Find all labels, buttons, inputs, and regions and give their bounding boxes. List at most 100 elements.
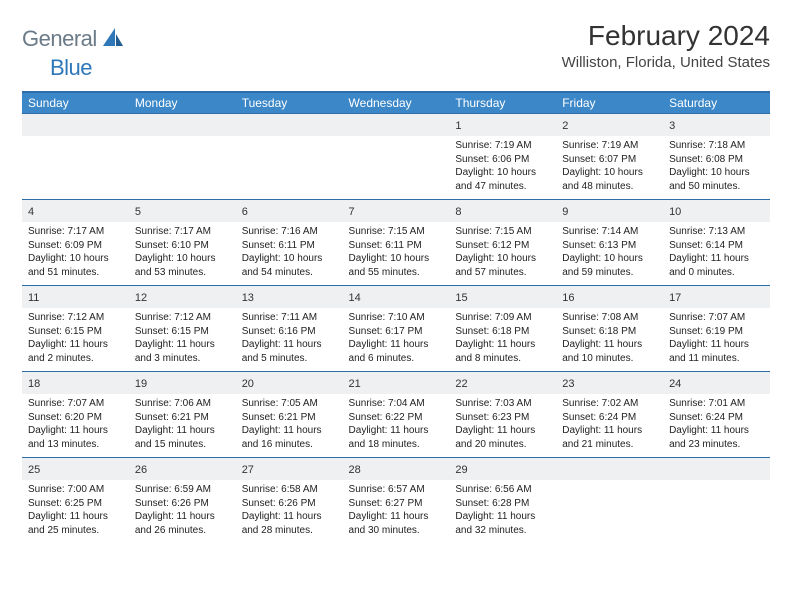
sunset-text: Sunset: 6:10 PM <box>135 239 230 253</box>
daylight-text: Daylight: 11 hours and 15 minutes. <box>135 424 230 451</box>
sunset-text: Sunset: 6:20 PM <box>28 411 123 425</box>
day-cell-content: Sunrise: 7:15 AMSunset: 6:12 PMDaylight:… <box>449 222 556 286</box>
daylight-text: Daylight: 11 hours and 23 minutes. <box>669 424 764 451</box>
sunrise-text: Sunrise: 7:13 AM <box>669 225 764 239</box>
day-cell-number: 10 <box>663 200 770 223</box>
day-cell-content: Sunrise: 7:19 AMSunset: 6:06 PMDaylight:… <box>449 136 556 200</box>
sunrise-text: Sunrise: 6:58 AM <box>242 483 337 497</box>
day-cell-number: 20 <box>236 372 343 395</box>
day-cell-number: 26 <box>129 458 236 481</box>
day-cell-number: 28 <box>343 458 450 481</box>
sunset-text: Sunset: 6:22 PM <box>349 411 444 425</box>
day-cell-content: Sunrise: 7:02 AMSunset: 6:24 PMDaylight:… <box>556 394 663 458</box>
brand-logo: General <box>22 26 125 52</box>
day-number: 8 <box>455 206 461 218</box>
title-block: February 2024 Williston, Florida, United… <box>562 20 770 71</box>
day-number: 24 <box>669 378 681 390</box>
daynum-row: 1 2 3 <box>22 114 770 137</box>
day-number: 25 <box>28 464 40 476</box>
sunset-text: Sunset: 6:24 PM <box>669 411 764 425</box>
daylight-text: Daylight: 11 hours and 6 minutes. <box>349 338 444 365</box>
daylight-text: Daylight: 11 hours and 25 minutes. <box>28 510 123 537</box>
daynum-row: 11121314151617 <box>22 286 770 309</box>
day-number: 7 <box>349 206 355 218</box>
sunset-text: Sunset: 6:14 PM <box>669 239 764 253</box>
calendar-page: General February 2024 Williston, Florida… <box>0 0 792 563</box>
daylight-text: Daylight: 11 hours and 3 minutes. <box>135 338 230 365</box>
daylight-text: Daylight: 10 hours and 50 minutes. <box>669 166 764 193</box>
weekday-header: Wednesday <box>343 92 450 114</box>
sunrise-text: Sunrise: 7:03 AM <box>455 397 550 411</box>
sunrise-text: Sunrise: 7:15 AM <box>349 225 444 239</box>
weekday-header: Friday <box>556 92 663 114</box>
daylight-text: Daylight: 11 hours and 30 minutes. <box>349 510 444 537</box>
daylight-text: Daylight: 11 hours and 2 minutes. <box>28 338 123 365</box>
day-cell-number: 7 <box>343 200 450 223</box>
day-number: 11 <box>28 292 39 304</box>
day-cell-number: 19 <box>129 372 236 395</box>
daylight-text: Daylight: 10 hours and 54 minutes. <box>242 252 337 279</box>
day-cell-content: Sunrise: 6:57 AMSunset: 6:27 PMDaylight:… <box>343 480 450 543</box>
day-cell-content: Sunrise: 7:15 AMSunset: 6:11 PMDaylight:… <box>343 222 450 286</box>
day-number: 9 <box>562 206 568 218</box>
sunset-text: Sunset: 6:18 PM <box>562 325 657 339</box>
daylight-text: Daylight: 11 hours and 0 minutes. <box>669 252 764 279</box>
day-number: 19 <box>135 378 147 390</box>
sunrise-text: Sunrise: 7:00 AM <box>28 483 123 497</box>
day-cell-number: 29 <box>449 458 556 481</box>
day-cell-content <box>22 136 129 200</box>
content-row: Sunrise: 7:19 AMSunset: 6:06 PMDaylight:… <box>22 136 770 200</box>
sunrise-text: Sunrise: 7:02 AM <box>562 397 657 411</box>
sunrise-text: Sunrise: 7:16 AM <box>242 225 337 239</box>
day-cell-number: 16 <box>556 286 663 309</box>
sunrise-text: Sunrise: 6:57 AM <box>349 483 444 497</box>
sunrise-text: Sunrise: 7:12 AM <box>28 311 123 325</box>
day-number: 12 <box>135 292 147 304</box>
day-cell-number <box>343 114 450 137</box>
day-cell-content: Sunrise: 7:01 AMSunset: 6:24 PMDaylight:… <box>663 394 770 458</box>
sunset-text: Sunset: 6:27 PM <box>349 497 444 511</box>
sunset-text: Sunset: 6:13 PM <box>562 239 657 253</box>
day-cell-number: 12 <box>129 286 236 309</box>
day-number: 1 <box>455 120 461 132</box>
day-cell-number: 1 <box>449 114 556 137</box>
day-cell-content: Sunrise: 7:18 AMSunset: 6:08 PMDaylight:… <box>663 136 770 200</box>
sunrise-text: Sunrise: 7:07 AM <box>28 397 123 411</box>
day-number: 23 <box>562 378 574 390</box>
weekday-header: Sunday <box>22 92 129 114</box>
day-number: 16 <box>562 292 574 304</box>
sunrise-text: Sunrise: 7:07 AM <box>669 311 764 325</box>
sunset-text: Sunset: 6:24 PM <box>562 411 657 425</box>
weekday-header: Thursday <box>449 92 556 114</box>
day-number: 13 <box>242 292 254 304</box>
day-number: 3 <box>669 120 675 132</box>
daylight-text: Daylight: 11 hours and 26 minutes. <box>135 510 230 537</box>
content-row: Sunrise: 7:17 AMSunset: 6:09 PMDaylight:… <box>22 222 770 286</box>
day-cell-number: 4 <box>22 200 129 223</box>
day-cell-number <box>129 114 236 137</box>
sunrise-text: Sunrise: 7:05 AM <box>242 397 337 411</box>
day-cell-number: 11 <box>22 286 129 309</box>
day-cell-number: 14 <box>343 286 450 309</box>
day-cell-content: Sunrise: 7:12 AMSunset: 6:15 PMDaylight:… <box>22 308 129 372</box>
day-cell-content: Sunrise: 6:58 AMSunset: 6:26 PMDaylight:… <box>236 480 343 543</box>
daylight-text: Daylight: 10 hours and 51 minutes. <box>28 252 123 279</box>
content-row: Sunrise: 7:07 AMSunset: 6:20 PM Daylight:… <box>22 394 770 458</box>
day-cell-content: Sunrise: 7:03 AMSunset: 6:23 PMDaylight:… <box>449 394 556 458</box>
daylight-text: Daylight: 11 hours and 8 minutes. <box>455 338 550 365</box>
sunset-text: Sunset: 6:12 PM <box>455 239 550 253</box>
day-cell-content: Sunrise: 7:07 AMSunset: 6:19 PMDaylight:… <box>663 308 770 372</box>
day-cell-content: Sunrise: 7:11 AMSunset: 6:16 PMDaylight:… <box>236 308 343 372</box>
daynum-row: 2526272829 <box>22 458 770 481</box>
sunset-text: Sunset: 6:15 PM <box>135 325 230 339</box>
day-cell-content: Sunrise: 7:13 AMSunset: 6:14 PMDaylight:… <box>663 222 770 286</box>
sunrise-text: Sunrise: 7:06 AM <box>135 397 230 411</box>
day-cell-content: Sunrise: 7:12 AMSunset: 6:15 PMDaylight:… <box>129 308 236 372</box>
day-number: 29 <box>455 464 467 476</box>
day-cell-content: Sunrise: 7:07 AMSunset: 6:20 PMDaylight:… <box>22 394 129 458</box>
day-number: 2 <box>562 120 568 132</box>
sunset-text: Sunset: 6:06 PM <box>455 153 550 167</box>
sunrise-text: Sunrise: 7:17 AM <box>28 225 123 239</box>
calendar-body: 123 Sunrise: 7:19 AMSunset: 6:06 PMDayli… <box>22 114 770 544</box>
day-number: 15 <box>455 292 467 304</box>
